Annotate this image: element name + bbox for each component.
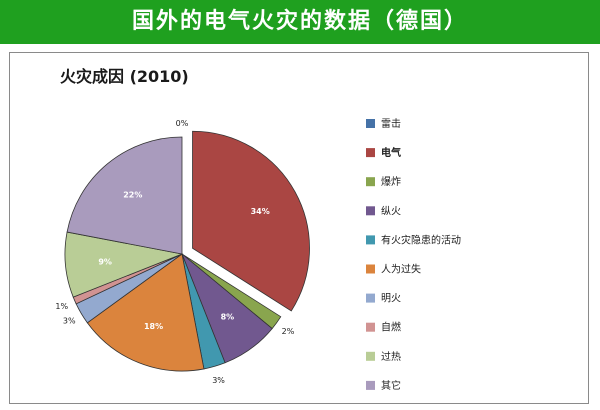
- legend-swatch-1: [366, 148, 375, 158]
- legend-swatch-2: [366, 177, 375, 187]
- legend-swatch-5: [366, 264, 375, 274]
- pie-slice-5: [86, 253, 205, 372]
- slice-value-label-5: 18%: [144, 322, 163, 331]
- legend-label-4: 有火灾隐患的活动: [381, 233, 461, 246]
- slice-value-label-1: 34%: [251, 207, 270, 216]
- legend-swatch-3: [366, 206, 375, 216]
- slice-value-label-0: 0%: [176, 119, 189, 128]
- slice-value-label-6: 3%: [63, 317, 76, 326]
- legend-swatch-9: [366, 380, 375, 390]
- legend-swatch-8: [366, 351, 375, 361]
- pie-slices: [64, 130, 310, 372]
- chart-title: 火灾成因 (2010): [60, 67, 189, 86]
- pie-labels: 0% 34% 2% 8% 3% 18% 3% 1% 9% 22%: [55, 119, 294, 385]
- slice-value-label-7: 1%: [55, 302, 68, 311]
- legend-swatch-6: [366, 293, 375, 303]
- legend-swatch-7: [366, 322, 375, 332]
- pie-slice-1: [192, 130, 310, 312]
- legend-label-3: 纵火: [381, 205, 401, 217]
- legend-swatch-4: [366, 235, 375, 245]
- slice-value-label-4: 3%: [212, 376, 225, 385]
- legend-label-8: 过热: [381, 350, 401, 363]
- legend-label-2: 爆炸: [381, 176, 401, 188]
- legend-label-5: 人为过失: [381, 263, 421, 276]
- chart-panel: 火灾成因 (2010) 0% 34% 2% 8% 3% 18% 3% 1% 9% 22% 雷击电气…: [9, 52, 589, 404]
- legend-label-7: 自燃: [381, 321, 401, 334]
- slice-value-label-3: 8%: [221, 312, 235, 321]
- slice-value-label-9: 22%: [123, 191, 142, 200]
- legend-label-0: 雷击: [381, 118, 401, 130]
- slice-value-label-8: 9%: [98, 257, 112, 266]
- pie-slice-9: [66, 136, 183, 255]
- legend-label-1: 电气: [381, 146, 401, 159]
- banner-title: 国外的电气火灾的数据（德国）: [0, 0, 600, 44]
- legend-label-6: 明火: [381, 293, 401, 305]
- pie-chart: 0% 34% 2% 8% 3% 18% 3% 1% 9% 22% 雷击电气爆炸纵火有火灾隐患的活动…: [55, 118, 461, 392]
- legend-swatch-0: [366, 119, 375, 128]
- slice-value-label-2: 2%: [282, 327, 295, 336]
- legend-label-9: 其它: [381, 379, 401, 392]
